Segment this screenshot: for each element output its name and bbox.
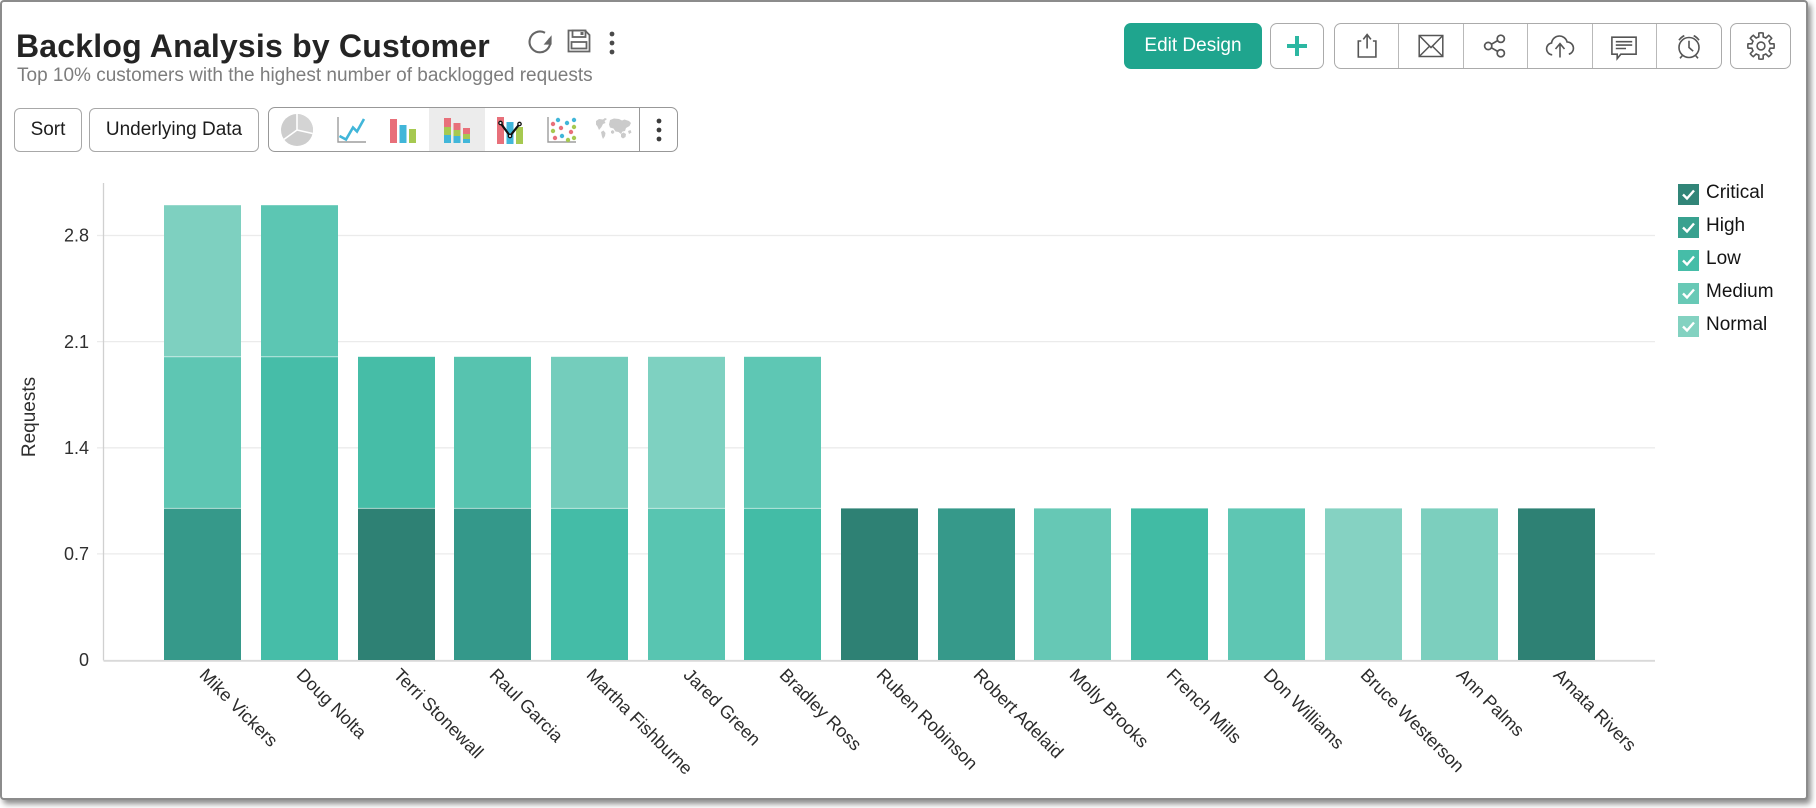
- svg-text:Robert Adelaid: Robert Adelaid: [970, 665, 1068, 763]
- svg-text:2.8: 2.8: [64, 226, 89, 246]
- svg-text:Amata Rivers: Amata Rivers: [1550, 665, 1641, 756]
- svg-text:Martha Fishburne: Martha Fishburne: [583, 665, 697, 779]
- svg-text:Doug Nolta: Doug Nolta: [293, 665, 372, 744]
- svg-text:Requests: Requests: [19, 377, 40, 457]
- svg-text:Ann Palms: Ann Palms: [1453, 665, 1529, 741]
- svg-text:0: 0: [79, 650, 89, 670]
- svg-text:1.4: 1.4: [64, 438, 89, 458]
- svg-text:Jared Green: Jared Green: [680, 665, 765, 750]
- svg-text:2.1: 2.1: [64, 332, 89, 352]
- svg-text:Terri Stonewall: Terri Stonewall: [390, 665, 488, 763]
- svg-text:Molly Brooks: Molly Brooks: [1066, 665, 1153, 752]
- svg-text:Ruben Robinson: Ruben Robinson: [873, 665, 982, 774]
- svg-text:French Mills: French Mills: [1163, 665, 1246, 748]
- svg-text:Raul Garcia: Raul Garcia: [486, 665, 568, 747]
- svg-text:Don Williams: Don Williams: [1260, 665, 1348, 753]
- svg-text:0.7: 0.7: [64, 544, 89, 564]
- svg-text:Bradley Ross: Bradley Ross: [776, 665, 866, 755]
- svg-text:Mike Vickers: Mike Vickers: [196, 665, 282, 751]
- svg-text:Bruce Westerson: Bruce Westerson: [1357, 665, 1469, 777]
